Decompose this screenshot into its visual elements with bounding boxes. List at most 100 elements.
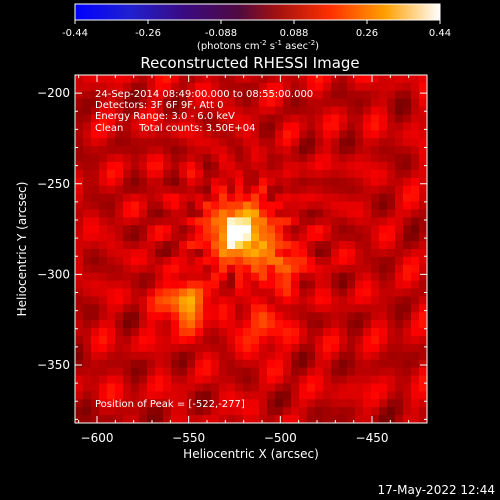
heatmap-cell	[323, 130, 332, 139]
heatmap-cell	[355, 296, 364, 305]
heatmap-cell	[379, 328, 388, 337]
heatmap-cell	[203, 138, 212, 147]
heatmap-cell	[315, 256, 324, 266]
heatmap-cell	[323, 169, 332, 179]
heatmap-cell	[315, 391, 324, 400]
heatmap-cell	[147, 383, 156, 392]
heatmap-cell	[395, 399, 404, 408]
heatmap-cell	[139, 114, 148, 123]
heatmap-cell	[99, 154, 108, 163]
heatmap-cell	[99, 177, 108, 187]
heatmap-cell	[171, 288, 180, 297]
heatmap-cell	[267, 177, 276, 187]
heatmap-cell	[131, 383, 140, 392]
heatmap-cell	[363, 75, 372, 84]
heatmap-cell	[179, 375, 188, 384]
heatmap-cell	[403, 328, 412, 337]
heatmap-cell	[251, 154, 260, 163]
heatmap-cell	[339, 233, 348, 242]
heatmap-cell	[291, 169, 300, 179]
heatmap-cell	[347, 169, 356, 179]
heatmap-cell	[155, 106, 164, 115]
heatmap-cell	[419, 343, 428, 353]
heatmap-cell	[283, 233, 292, 242]
heatmap-cell	[211, 233, 220, 242]
heatmap-cell	[299, 90, 308, 100]
heatmap-cell	[275, 296, 284, 305]
heatmap-cell	[259, 185, 268, 195]
heatmap-cell	[115, 241, 124, 250]
heatmap-cell	[211, 98, 220, 108]
heatmap-cell	[123, 154, 132, 163]
heatmap-cell	[291, 320, 300, 329]
heatmap-cell	[251, 75, 260, 84]
heatmap-cell	[179, 209, 188, 218]
heatmap-cell	[83, 114, 92, 123]
heatmap-cell	[155, 415, 164, 424]
heatmap-cell	[171, 336, 180, 345]
heatmap-cell	[419, 177, 428, 187]
heatmap-cell	[227, 407, 236, 416]
heatmap-cell	[395, 256, 404, 266]
heatmap-cell	[323, 209, 332, 218]
heatmap-cell	[219, 336, 228, 345]
heatmap-cell	[363, 201, 372, 210]
heatmap-cell	[187, 130, 196, 139]
heatmap-cell	[243, 106, 252, 115]
heatmap-cell	[171, 217, 180, 226]
heatmap-cell	[171, 272, 180, 282]
heatmap-cell	[411, 351, 420, 361]
chart-title: Reconstructed RHESSI Image	[140, 54, 359, 72]
heatmap-cell	[291, 146, 300, 155]
heatmap-cell	[275, 280, 284, 289]
heatmap-cell	[251, 193, 260, 202]
heatmap-cell	[171, 249, 180, 258]
heatmap-cell	[123, 343, 132, 353]
heatmap-cell	[75, 138, 84, 147]
heatmap-cell	[243, 280, 252, 289]
heatmap-cell	[387, 391, 396, 400]
heatmap-cell	[115, 90, 124, 100]
heatmap-cell	[259, 375, 268, 384]
heatmap-cell	[363, 146, 372, 155]
heatmap-cell	[275, 146, 284, 155]
heatmap-cell	[339, 82, 348, 92]
heatmap-cell	[211, 201, 220, 210]
heatmap-cell	[267, 304, 276, 313]
heatmap-cell	[403, 217, 412, 226]
heatmap-cell	[275, 256, 284, 266]
heatmap-cell	[107, 328, 116, 337]
heatmap-cell	[379, 193, 388, 202]
heatmap-cell	[243, 391, 252, 400]
heatmap-cell	[83, 383, 92, 392]
heatmap-cell	[147, 90, 156, 100]
heatmap-cell	[267, 249, 276, 258]
heatmap-cell	[331, 217, 340, 226]
heatmap-cell	[99, 296, 108, 305]
heatmap-cell	[315, 225, 324, 234]
heatmap-cell	[403, 272, 412, 282]
heatmap-cell	[363, 359, 372, 369]
heatmap-cell	[291, 233, 300, 242]
heatmap-cell	[275, 169, 284, 179]
heatmap-cell	[363, 241, 372, 250]
heatmap-cell	[83, 328, 92, 337]
heatmap-cell	[171, 351, 180, 361]
heatmap-cell	[323, 343, 332, 353]
heatmap-cell	[187, 272, 196, 282]
heatmap-cell	[371, 359, 380, 369]
heatmap-cell	[251, 169, 260, 179]
heatmap-cell	[419, 320, 428, 329]
heatmap-cell	[379, 399, 388, 408]
heatmap-cell	[187, 169, 196, 179]
heatmap-cell	[347, 241, 356, 250]
heatmap-cell	[259, 249, 268, 258]
heatmap-cell	[395, 75, 404, 84]
heatmap-cell	[75, 193, 84, 202]
heatmap-cell	[187, 280, 196, 289]
heatmap-cell	[411, 98, 420, 108]
heatmap-cell	[339, 209, 348, 218]
heatmap-cell	[171, 280, 180, 289]
heatmap-cell	[155, 146, 164, 155]
colorbar-units: (photons cm-2 s-1 asec-2)	[197, 39, 319, 52]
